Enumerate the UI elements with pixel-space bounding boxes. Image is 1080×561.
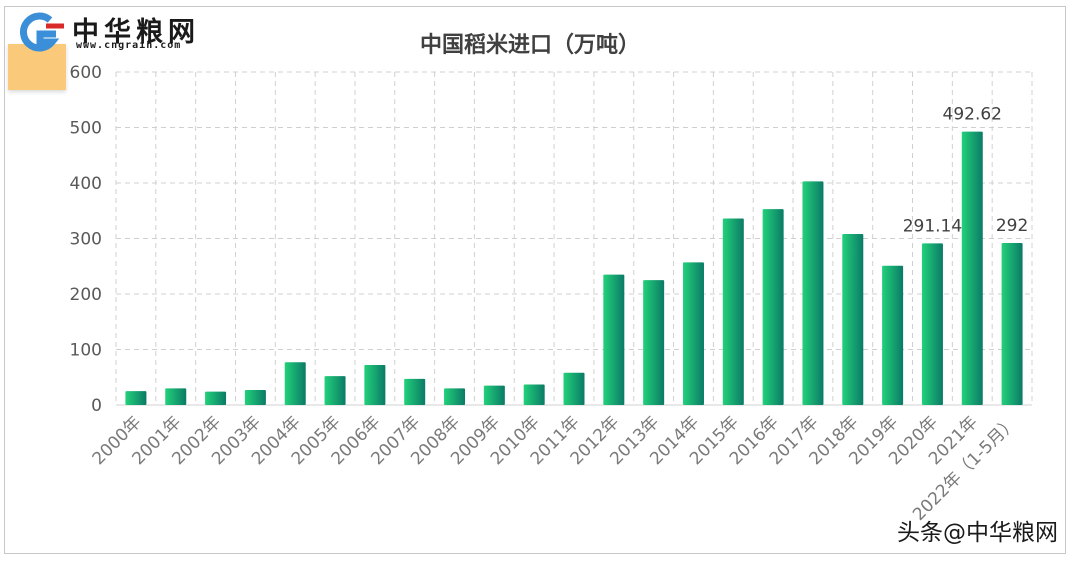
bars	[125, 131, 1023, 406]
bar-0	[125, 391, 147, 405]
bar-9	[483, 385, 505, 405]
y-tick-label: 0	[91, 396, 102, 416]
y-tick-label: 100	[70, 341, 102, 361]
logo-text: 中华粮网	[72, 17, 200, 48]
bar-14	[682, 262, 704, 405]
y-axis-ticks: 0 100 200 300 400 500 600	[70, 63, 102, 416]
chart-title: 中国稻米进口（万吨）	[420, 33, 640, 58]
bar-3	[244, 390, 266, 405]
bar-6	[364, 365, 386, 405]
x-axis-ticks: 2000年2001年2002年2003年2004年2005年2006年2007年…	[89, 412, 1022, 524]
bar-22	[1001, 242, 1023, 405]
bar-17	[802, 181, 824, 405]
bar-21	[961, 131, 983, 406]
y-tick-label: 500	[70, 119, 102, 139]
bar-15	[722, 218, 744, 405]
logo-g-icon	[19, 12, 64, 52]
bar-2	[205, 391, 227, 405]
watermark: 头条@中华粮网	[897, 520, 1058, 546]
bar-16	[762, 209, 784, 405]
logo-url: www.cngrain.com	[76, 40, 182, 51]
bar-7	[404, 378, 426, 405]
bar-8	[444, 388, 466, 405]
bar-10	[523, 384, 545, 405]
logo-orange-block	[8, 44, 66, 90]
data-label: 492.62	[943, 105, 1002, 125]
bar-19	[882, 265, 904, 405]
y-tick-label: 400	[70, 174, 102, 194]
bar-18	[842, 234, 864, 405]
bar-12	[603, 274, 625, 405]
bar-5	[324, 376, 346, 405]
y-tick-label: 300	[70, 230, 102, 250]
grid	[115, 71, 1033, 406]
data-label: 292	[996, 216, 1028, 236]
bar-11	[563, 372, 585, 405]
bar-20	[921, 243, 943, 405]
y-tick-label: 600	[70, 63, 102, 83]
data-labels: 291.14 492.62 292	[903, 105, 1029, 237]
bar-13	[643, 280, 665, 405]
data-label: 291.14	[903, 216, 962, 236]
bar-4	[284, 362, 306, 405]
logo: 中华粮网 www.cngrain.com	[8, 10, 223, 92]
bar-1	[165, 388, 187, 405]
y-tick-label: 200	[70, 285, 102, 305]
